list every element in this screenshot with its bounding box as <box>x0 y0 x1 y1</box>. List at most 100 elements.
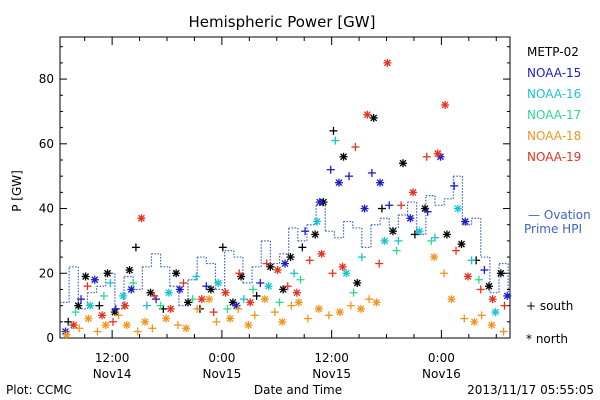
noaa-18-north-point <box>205 295 214 304</box>
noaa-15-south-point <box>256 278 265 287</box>
noaa-15-north-point <box>461 217 470 226</box>
x-axis: 12:00 Nov14 0:00 Nov15 12:00 Nov15 0:00 Nov16 <box>84 37 497 381</box>
noaa-18-south-point <box>477 311 486 320</box>
noaa-18-north-point <box>122 321 131 330</box>
noaa-15-north-point <box>376 178 385 187</box>
noaa-15-south-point <box>77 295 86 304</box>
noaa-18-north-point <box>84 314 93 323</box>
legend-noaa-19: NOAA-19 <box>527 150 581 164</box>
x-tick-label-date: Nov15 <box>312 367 351 381</box>
noaa-19-south-point <box>235 269 244 278</box>
footer-plot-credit: Plot: CCMC <box>6 383 72 397</box>
metp-02-north-point <box>339 152 348 161</box>
noaa-18-north-point <box>62 330 71 339</box>
noaa-16-north-point <box>214 278 223 287</box>
noaa-16-south-point <box>239 295 248 304</box>
metp-02-north-point <box>398 159 407 168</box>
noaa-16-south-point <box>467 256 476 265</box>
noaa-15-south-point <box>111 304 120 313</box>
y-tick-label: 40 <box>39 202 54 216</box>
metp-02-north-point <box>81 272 90 281</box>
metp-02-south-point <box>298 243 307 252</box>
noaa-17-south-point <box>349 288 358 297</box>
data-points <box>61 58 512 339</box>
noaa-19-south-point <box>476 285 485 294</box>
metp-02-south-point <box>252 291 261 300</box>
noaa-19-south-point <box>262 259 271 268</box>
noaa-16-north-point <box>491 308 500 317</box>
x-axis-label: Date and Time <box>254 383 342 397</box>
noaa-16-north-point <box>119 291 128 300</box>
noaa-15-south-point <box>326 165 335 174</box>
x-tick-label-time: 0:00 <box>428 351 455 365</box>
noaa-16-north-point <box>164 288 173 297</box>
noaa-19-north-point <box>69 321 78 330</box>
noaa-19-north-point <box>120 301 129 310</box>
noaa-15-north-point <box>360 204 369 213</box>
metp-02-north-point <box>74 301 83 310</box>
noaa-19-north-point <box>409 188 418 197</box>
noaa-15-south-point <box>202 282 211 291</box>
noaa-15-north-point <box>90 275 99 284</box>
noaa-19-north-point <box>363 110 372 119</box>
metp-02-north-point <box>125 266 134 275</box>
noaa-18-south-point <box>114 311 123 320</box>
metp-02-south-point <box>95 301 104 310</box>
metp-02-north-point <box>286 253 295 262</box>
noaa-18-north-point <box>314 304 323 313</box>
noaa-18-north-point <box>430 253 439 262</box>
noaa-18-north-point <box>470 317 479 326</box>
noaa-16-north-point <box>342 269 351 278</box>
noaa-18-north-point <box>335 308 344 317</box>
x-tick-label-date: Nov16 <box>422 367 461 381</box>
noaa-19-north-point <box>273 266 282 275</box>
noaa-15-north-point <box>503 291 512 300</box>
noaa-15-south-point <box>450 181 459 190</box>
noaa-18-south-point <box>499 327 508 336</box>
noaa-16-south-point <box>142 301 151 310</box>
noaa-19-north-point <box>221 288 230 297</box>
metp-02-south-point <box>218 243 227 252</box>
metp-02-north-point <box>369 113 378 122</box>
noaa-18-south-point <box>193 304 202 313</box>
noaa-18-south-point <box>234 304 243 313</box>
noaa-19-south-point <box>328 269 337 278</box>
metp-02-north-point <box>496 269 505 278</box>
metp-02-north-point <box>206 285 215 294</box>
noaa-18-south-point <box>212 317 221 326</box>
noaa-17-south-point <box>474 275 483 284</box>
noaa-16-north-point <box>380 236 389 245</box>
metp-02-north-point <box>172 269 181 278</box>
noaa-18-south-point <box>324 311 333 320</box>
metp-02-north-point <box>353 278 362 287</box>
legend-noaa-16: NOAA-16 <box>527 87 581 101</box>
noaa-18-north-point <box>141 317 150 326</box>
noaa-19-north-point <box>433 149 442 158</box>
noaa-19-north-point <box>383 58 392 67</box>
metp-02-north-point <box>484 282 493 291</box>
ovation-prime-hpi-series <box>60 175 510 310</box>
noaa-18-south-point <box>148 324 157 333</box>
metp-02-north-point <box>457 240 466 249</box>
legend-noaa-17: NOAA-17 <box>527 108 581 122</box>
y-axis: 0 20 40 60 80 <box>39 46 510 345</box>
noaa-19-south-point <box>452 246 461 255</box>
legend-metp-02: METP-02 <box>527 45 579 59</box>
noaa-19-south-point <box>500 301 509 310</box>
legend-north: * north <box>526 332 568 346</box>
noaa-19-north-point <box>338 262 347 271</box>
noaa-15-south-point <box>423 207 432 216</box>
metp-02-north-point <box>266 262 275 271</box>
noaa-17-south-point <box>129 278 138 287</box>
noaa-16-south-point <box>192 272 201 281</box>
noaa-15-south-point <box>345 172 354 181</box>
noaa-18-south-point <box>346 301 355 310</box>
metp-02-north-point <box>103 269 112 278</box>
chart-title: Hemispheric Power [GW] <box>189 13 376 31</box>
noaa-17-south-point <box>427 236 436 245</box>
noaa-16-north-point <box>453 204 462 213</box>
noaa-17-south-point <box>156 301 165 310</box>
legend: METP-02 NOAA-15 NOAA-16 NOAA-17 NOAA-18 NOAA-… <box>527 45 581 164</box>
noaa-16-south-point <box>331 136 340 145</box>
x-tick-label-time: 12:00 <box>314 351 349 365</box>
